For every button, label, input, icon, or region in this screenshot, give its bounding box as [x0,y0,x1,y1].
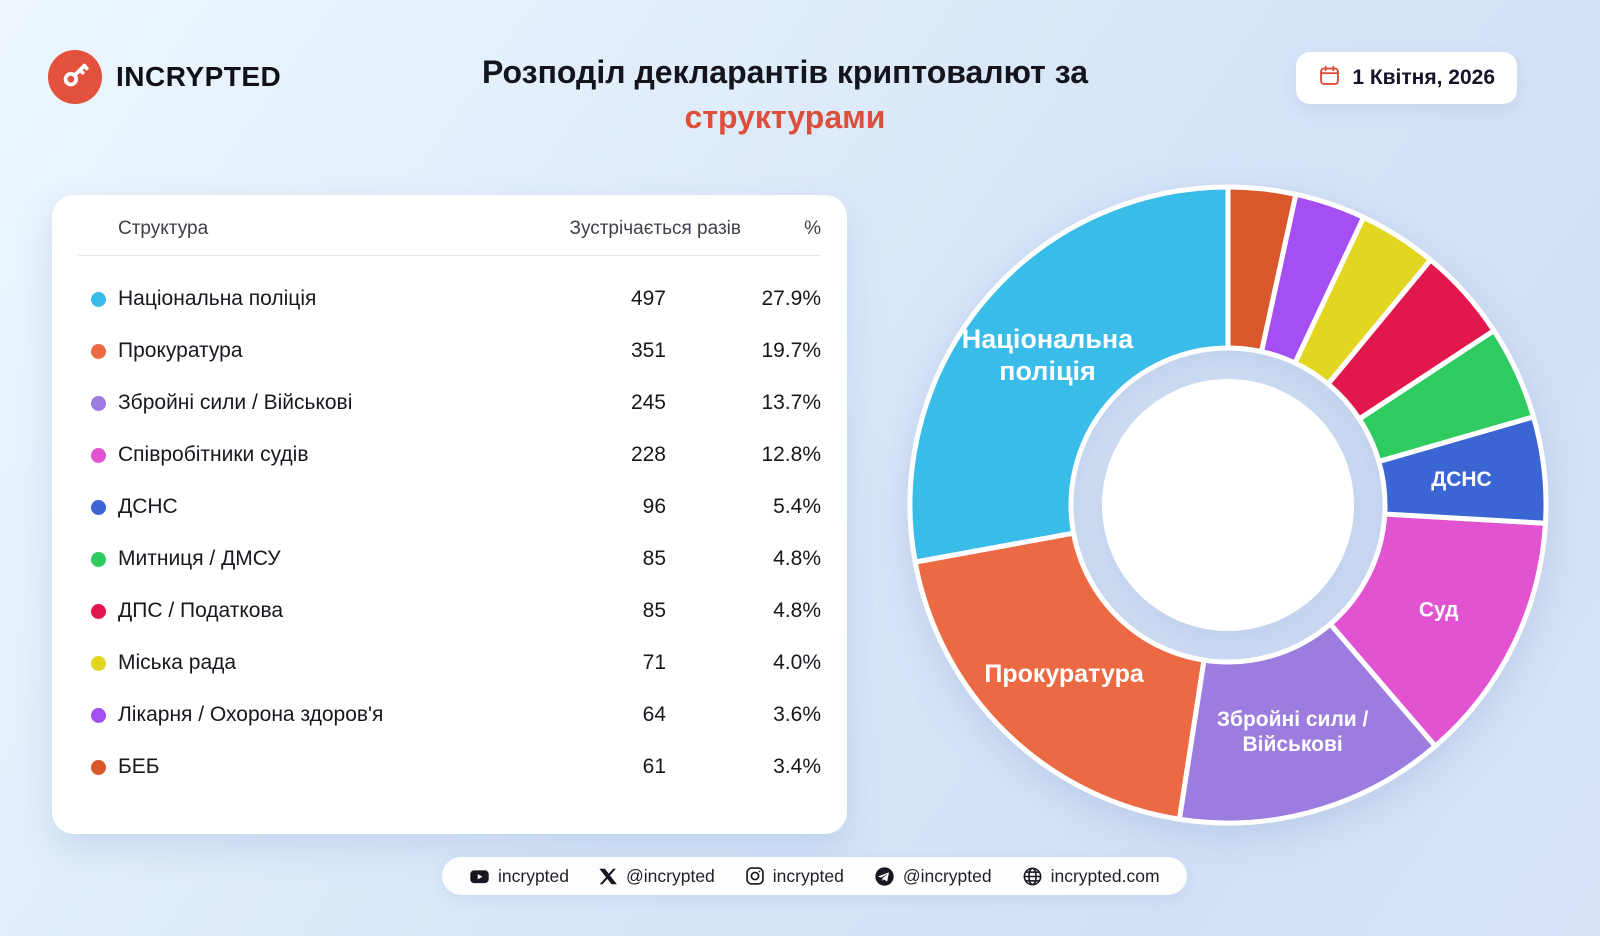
row-count-value: 64 [642,703,666,726]
table-header: Структура Зустрічається разів % [78,217,821,241]
pie-segment-label: Національна поліція [962,324,1134,386]
table-row: ДПС / Податкова 85 4.8% [78,585,821,637]
table-row: Лікарня / Охорона здоров'я 64 3.6% [78,689,821,741]
social-handle: @incrypted [902,865,992,886]
column-header-count: Зустрічається разів [569,218,741,239]
table-row: Міська рада 71 4.0% [78,637,821,689]
social-link-instagram[interactable]: incrypted [745,866,844,887]
donut-center-circle [1102,379,1354,631]
pie-segment-6 [1325,257,1497,422]
row-structure-label: Лікарня / Охорона здоров'я [118,703,384,726]
row-structure-label: Міська рада [118,651,237,674]
page-title: Розподіл декларантів криптовалют за стру… [385,50,1185,140]
date-badge: 1 Квітня, 2026 [1296,52,1517,104]
table-row: БЕБ 61 3.4% [78,741,821,793]
key-icon [60,59,91,95]
data-table-card: Структура Зустрічається разів % Націонал… [52,195,847,834]
row-structure-label: ДСНС [118,495,178,518]
legend-dot-icon [91,707,106,723]
legend-dot-icon [91,343,106,359]
social-link-x[interactable]: @incrypted [599,866,715,887]
pie-segment-label: Збройні сили / Військові [1217,708,1369,756]
brand-name: INCRYPTED [116,61,282,92]
row-percent-value: 3.4% [773,755,821,778]
legend-dot-icon [91,655,106,671]
row-count-value: 245 [630,391,666,414]
x-icon [599,867,618,886]
column-header-percent: % [804,218,821,239]
table-row: Митниця / ДМСУ 85 4.8% [78,533,821,585]
donut-chart: Національна поліція Прокуратура Збройні сил… [898,175,1558,835]
row-structure-label: Збройні сили / Військові [118,391,353,414]
calendar-icon [1318,64,1341,92]
row-structure-label: ДПС / Податкова [118,599,284,622]
row-percent-value: 4.8% [773,599,821,622]
row-count-value: 71 [642,651,666,674]
table-row: Національна поліція 497 27.9% [78,273,821,325]
row-percent-value: 4.0% [773,651,821,674]
pie-segment-1 [912,530,1207,822]
row-structure-label: Митниця / ДМСУ [118,547,281,570]
row-percent-value: 4.8% [773,547,821,570]
row-percent-value: 13.7% [761,391,821,414]
page-title-line1: Розподіл декларантів криптовалют за [482,54,1088,90]
pie-segment-5 [1356,328,1537,464]
pie-segment-7 [1292,214,1434,387]
social-handle: incrypted [772,865,844,886]
legend-dot-icon [91,551,106,567]
social-bar: incrypted @incrypted incrypted @incrypted in… [442,857,1187,895]
pie-segment-0 [907,184,1231,565]
column-header-structure: Структура [118,218,209,239]
pie-segment-label: ДСНС [1431,468,1491,491]
table-row: Співробітники судів 228 12.8% [78,429,821,481]
row-percent-value: 3.6% [773,703,821,726]
row-count-value: 351 [630,339,666,362]
youtube-icon [469,866,490,887]
row-percent-value: 5.4% [773,495,821,518]
social-handle: @incrypted [626,865,715,886]
page-title-accent: структурами [684,99,886,135]
row-structure-label: Прокуратура [118,339,243,362]
row-percent-value: 27.9% [761,287,821,310]
social-link-telegram[interactable]: @incrypted [874,866,992,887]
row-structure-label: БЕБ [118,755,160,778]
table-body: Національна поліція 497 27.9% Прокуратура 35… [78,256,821,793]
social-link-youtube[interactable]: incrypted [469,866,569,887]
website-icon [1022,866,1043,887]
brand-logo: INCRYPTED [48,50,281,104]
pie-segment-label: Суд [1419,598,1459,621]
logo-circle [48,50,102,104]
legend-dot-icon [91,447,106,463]
date-label: 1 Квітня, 2026 [1352,66,1495,89]
row-count-value: 61 [642,755,666,778]
row-count-value: 497 [630,287,666,310]
legend-dot-icon [91,499,106,515]
header-divider [78,255,821,256]
legend-dot-icon [91,603,106,619]
legend-dot-icon [91,291,106,307]
row-count-value: 85 [642,599,666,622]
pie-segment-label: Прокуратура [984,660,1144,688]
pie-segment-3 [1327,511,1548,749]
legend-dot-icon [91,395,106,411]
row-count-value: 228 [630,443,666,466]
row-structure-label: Співробітники судів [118,443,309,466]
social-link-website[interactable]: incrypted.com [1022,866,1160,887]
social-handle: incrypted.com [1050,865,1160,886]
pie-segment-9 [1225,184,1299,355]
legend-dot-icon [91,759,106,775]
table-row: Прокуратура 351 19.7% [78,325,821,377]
row-count-value: 96 [642,495,666,518]
telegram-icon [874,866,895,887]
table-row: ДСНС 96 5.4% [78,481,821,533]
social-handle: incrypted [498,865,570,886]
table-row: Збройні сили / Військові 245 13.7% [78,377,821,429]
row-structure-label: Національна поліція [118,287,317,310]
row-percent-value: 19.7% [761,339,821,362]
row-percent-value: 12.8% [761,443,821,466]
pie-segment-4 [1376,414,1549,526]
instagram-icon [745,866,765,886]
row-count-value: 85 [642,547,666,570]
